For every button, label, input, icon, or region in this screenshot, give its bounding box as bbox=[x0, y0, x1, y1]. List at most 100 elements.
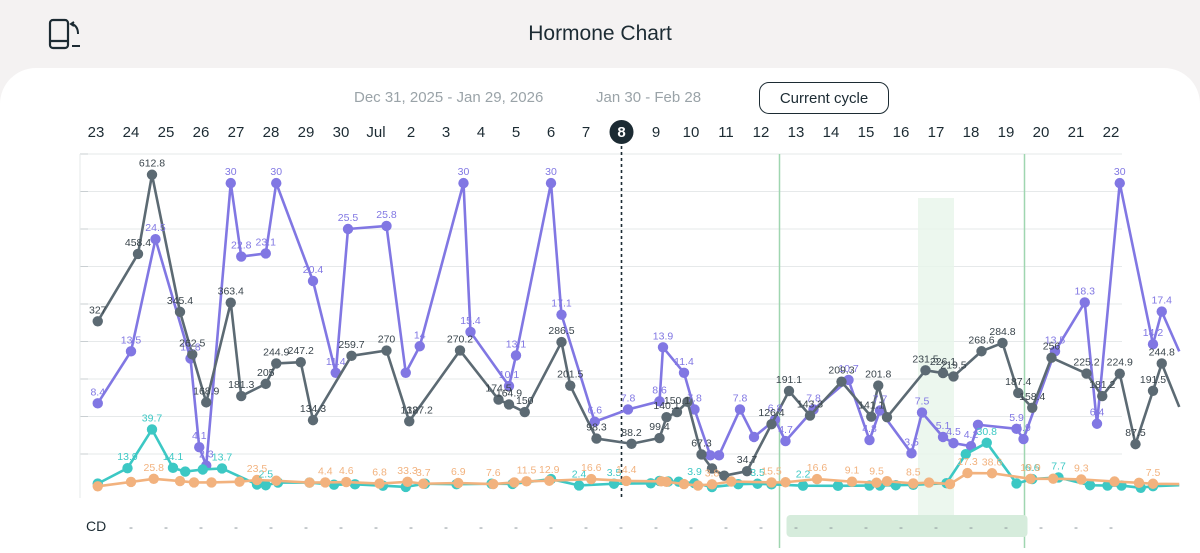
gray-point bbox=[671, 406, 683, 418]
orange-point bbox=[402, 476, 413, 487]
purple-data-label: 30 bbox=[270, 166, 282, 178]
orange-data-label: 3.7 bbox=[416, 467, 431, 479]
orange-point bbox=[188, 477, 200, 488]
gray-point bbox=[201, 397, 212, 408]
purple-data-label: 11.4 bbox=[674, 356, 694, 368]
x-tick-label: 6 bbox=[547, 124, 555, 141]
gray-data-label: 209.3 bbox=[828, 365, 854, 377]
gray-data-label: 132 bbox=[400, 404, 418, 416]
purple-data-label: 4.9 bbox=[1016, 422, 1031, 434]
purple-point bbox=[225, 177, 236, 189]
orange-point bbox=[586, 473, 597, 485]
purple-point bbox=[1011, 423, 1022, 435]
cd-row-label: CD bbox=[86, 518, 106, 534]
purple-data-label: 30 bbox=[545, 166, 557, 178]
gray-data-label: 181.2 bbox=[1089, 379, 1115, 391]
orange-point bbox=[148, 473, 159, 484]
purple-point bbox=[400, 367, 411, 378]
gray-point bbox=[187, 349, 198, 360]
x-tick-label: 13 bbox=[788, 124, 805, 141]
orange-data-label: 3.8 bbox=[705, 467, 720, 479]
gray-data-label: 612.8 bbox=[139, 158, 165, 170]
gray-point bbox=[836, 376, 847, 387]
cd-value: - bbox=[339, 520, 343, 534]
orange-point bbox=[1076, 474, 1087, 485]
purple-point bbox=[125, 346, 137, 357]
purple-data-label: 11.4 bbox=[326, 356, 346, 368]
purple-point bbox=[458, 177, 469, 189]
orange-data-label: 7.5 bbox=[1146, 467, 1161, 479]
gray-point bbox=[503, 399, 515, 410]
purple-data-label: 14.2 bbox=[1143, 327, 1164, 339]
cd-value: - bbox=[759, 520, 763, 534]
teal-point bbox=[180, 466, 191, 477]
gray-data-label: 98.3 bbox=[586, 422, 607, 434]
purple-point bbox=[689, 404, 700, 415]
teal-data-label: 2.5 bbox=[258, 468, 273, 480]
x-tick-label: 16 bbox=[893, 124, 910, 141]
gray-data-label: 126.4 bbox=[758, 407, 784, 419]
gray-data-label: 247.2 bbox=[288, 345, 314, 357]
cd-value: - bbox=[689, 520, 693, 534]
gray-data-label: 168.9 bbox=[193, 385, 219, 397]
cd-value: - bbox=[724, 520, 728, 534]
purple-point bbox=[713, 450, 725, 461]
purple-data-label: 7.8 bbox=[687, 392, 702, 404]
gray-point bbox=[1156, 358, 1167, 369]
teal-data-label: 3.9 bbox=[687, 466, 702, 478]
gray-data-label: 363.4 bbox=[218, 286, 244, 298]
x-tick-label: 2 bbox=[407, 124, 415, 141]
current-cycle-button[interactable]: Current cycle bbox=[759, 82, 889, 114]
orange-point bbox=[1048, 473, 1059, 484]
orange-point bbox=[986, 468, 998, 479]
purple-point bbox=[937, 431, 949, 443]
purple-point bbox=[1018, 433, 1029, 445]
teal-point bbox=[960, 449, 971, 460]
gray-point bbox=[1097, 390, 1108, 402]
gray-data-label: 34.7 bbox=[737, 454, 758, 466]
orange-point bbox=[271, 475, 282, 486]
orange-point bbox=[174, 475, 186, 487]
gray-point bbox=[493, 394, 504, 405]
purple-data-label: 7.8 bbox=[621, 392, 636, 404]
orange-point bbox=[661, 476, 672, 487]
gray-data-label: 219.5 bbox=[940, 359, 966, 371]
purple-data-label: 6.8 bbox=[768, 403, 783, 415]
orange-point bbox=[944, 478, 956, 490]
purple-point bbox=[1147, 339, 1159, 350]
purple-point bbox=[589, 416, 600, 427]
orange-data-label: 23.5 bbox=[247, 463, 268, 475]
teal-point bbox=[981, 437, 992, 448]
purple-point bbox=[381, 220, 392, 232]
range-previous[interactable]: Dec 31, 2025 - Jan 29, 2026 bbox=[354, 89, 544, 106]
gray-point bbox=[881, 412, 893, 423]
range-next[interactable]: Jan 30 - Feb 28 bbox=[596, 89, 702, 106]
cd-value: - bbox=[549, 520, 553, 534]
orange-data-label: 38.6 bbox=[982, 456, 1003, 468]
purple-point bbox=[678, 367, 690, 378]
purple-point bbox=[734, 404, 746, 415]
cd-value: - bbox=[1074, 520, 1078, 534]
orange-data-label: 6.9 bbox=[451, 466, 466, 478]
gray-point bbox=[719, 470, 730, 481]
gray-data-label: 191.1 bbox=[776, 374, 802, 386]
purple-data-label: 4.7 bbox=[778, 424, 793, 436]
cd-value: - bbox=[864, 520, 868, 534]
purple-data-label: 22.8 bbox=[231, 240, 252, 252]
gray-point bbox=[866, 411, 877, 422]
phone-rotate-icon[interactable] bbox=[44, 16, 82, 52]
purple-data-label: 4.1 bbox=[192, 430, 207, 442]
purple-point bbox=[545, 177, 557, 189]
orange-point bbox=[881, 476, 893, 487]
gray-point bbox=[804, 410, 816, 421]
orange-point bbox=[621, 475, 632, 487]
purple-data-label: 13.9 bbox=[653, 330, 674, 342]
purple-data-label: 30 bbox=[458, 166, 470, 178]
gray-point bbox=[937, 367, 949, 379]
gray-data-label: 187.4 bbox=[1005, 376, 1031, 388]
gray-data-label: 150.1 bbox=[664, 395, 690, 407]
orange-point bbox=[780, 477, 791, 488]
purple-point bbox=[748, 431, 760, 443]
gray-data-label: 158.4 bbox=[1019, 391, 1045, 403]
gray-data-label: 270.2 bbox=[447, 333, 473, 345]
